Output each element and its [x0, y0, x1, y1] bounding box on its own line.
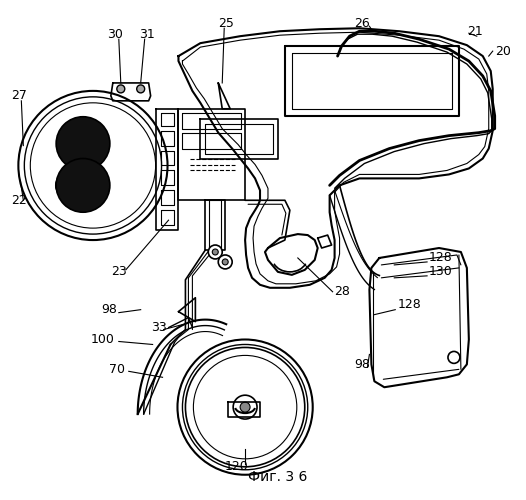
Circle shape: [117, 85, 125, 93]
Circle shape: [137, 85, 145, 93]
Text: 22: 22: [12, 194, 27, 207]
Text: 20: 20: [495, 44, 511, 58]
Circle shape: [240, 402, 250, 412]
Circle shape: [56, 158, 110, 212]
Text: 31: 31: [139, 28, 155, 40]
Text: 27: 27: [12, 90, 27, 102]
Circle shape: [56, 116, 110, 170]
Text: 98: 98: [355, 358, 370, 371]
Circle shape: [218, 255, 232, 269]
Text: 70: 70: [109, 363, 125, 376]
Circle shape: [208, 245, 222, 259]
Text: 128: 128: [397, 298, 421, 311]
Text: 130: 130: [429, 266, 453, 278]
Circle shape: [222, 259, 228, 265]
Text: 30: 30: [107, 28, 123, 40]
Text: 25: 25: [218, 17, 234, 30]
Circle shape: [213, 249, 218, 255]
Text: 128: 128: [429, 252, 453, 264]
Text: 26: 26: [355, 17, 370, 30]
Text: 100: 100: [91, 333, 115, 346]
Text: 33: 33: [150, 321, 166, 334]
Text: Фиг. 3 6: Фиг. 3 6: [248, 470, 308, 484]
Text: 98: 98: [101, 303, 117, 316]
Text: 23: 23: [111, 266, 127, 278]
Text: 28: 28: [335, 286, 350, 298]
Text: 120: 120: [224, 460, 248, 473]
Text: 21: 21: [467, 24, 483, 38]
